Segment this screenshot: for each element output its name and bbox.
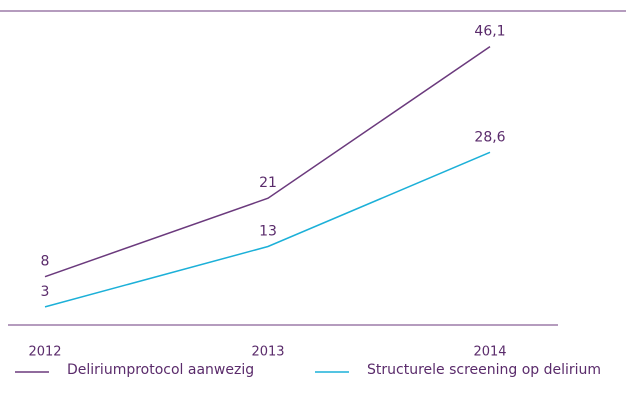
series-line <box>44 151 491 308</box>
legend-label: Structurele screening op delirium <box>367 362 601 378</box>
series-line <box>44 46 491 278</box>
x-tick-label: 2012 <box>28 345 61 360</box>
data-label: 46,1 <box>474 24 505 40</box>
x-tick-label: 2014 <box>473 345 506 360</box>
data-label: 3 <box>41 284 50 300</box>
data-label: 13 <box>259 224 277 240</box>
legend-label: Deliriumprotocol aanwezig <box>67 362 254 378</box>
x-tick-label: 2013 <box>251 345 284 360</box>
data-label: 8 <box>41 254 50 270</box>
data-label: 21 <box>259 175 277 191</box>
data-label: 28,6 <box>474 129 505 145</box>
